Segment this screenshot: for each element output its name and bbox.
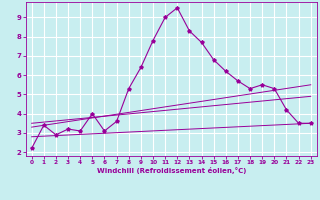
X-axis label: Windchill (Refroidissement éolien,°C): Windchill (Refroidissement éolien,°C) <box>97 167 246 174</box>
